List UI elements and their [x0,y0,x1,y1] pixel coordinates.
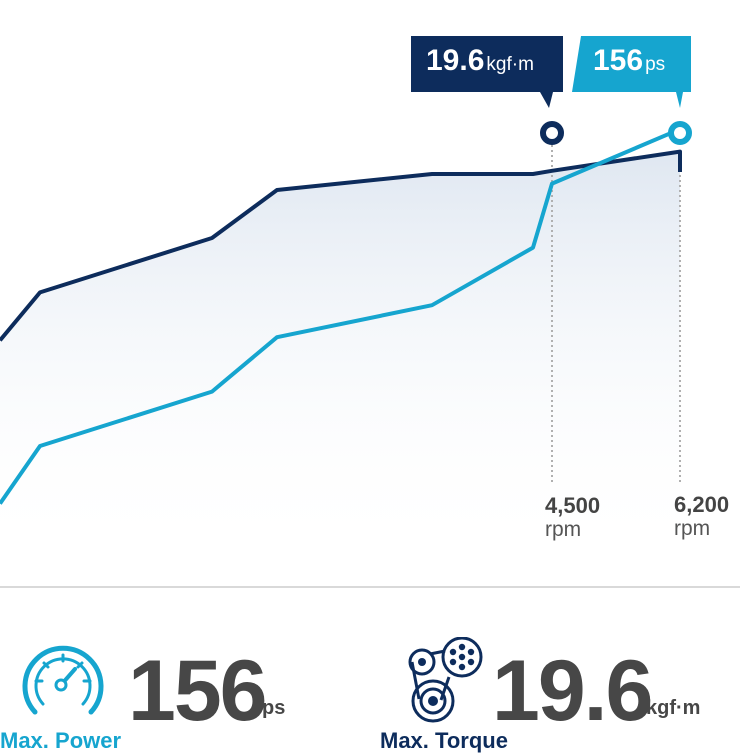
torque-line [0,149,682,342]
section-divider [0,586,740,588]
max-torque-unit: kgf·m [646,697,701,719]
power-peak-unit: ps [645,54,666,75]
power-peak-callout: 156 ps [593,44,665,78]
chart-area-fill [0,151,680,560]
torque-peak-unit: kgf·m [486,54,534,75]
power-peak-value: 156 [593,44,644,77]
torque-peak-callout: 19.6 kgf·m [426,44,534,78]
torque-peak-marker [540,121,564,145]
engine-belt-icon [408,637,483,723]
max-power-unit: ps [262,697,286,719]
torque-peak-rpm-unit: rpm [545,518,582,541]
max-power-label: Max. Power [0,728,122,753]
torque-peak-rpm-label: 4,500 rpm [545,494,600,542]
torque-peak-value: 19.6 [426,44,485,77]
speedometer-icon [22,645,104,715]
power-peak-rpm-unit: rpm [674,517,711,540]
power-peak-marker [668,121,692,145]
performance-chart [0,36,692,560]
power-peak-rpm-label: 6,200 rpm [674,493,729,541]
torque-peak-rpm: 4,500 [545,493,601,518]
torque-callout-bg [411,36,563,108]
max-power-value: 156 [128,643,267,739]
max-torque-value: 19.6 [492,643,653,739]
power-callout-bg [572,36,691,108]
max-torque-label: Max. Torque [380,728,508,753]
power-line [0,127,681,505]
power-peak-rpm: 6,200 [674,492,730,517]
